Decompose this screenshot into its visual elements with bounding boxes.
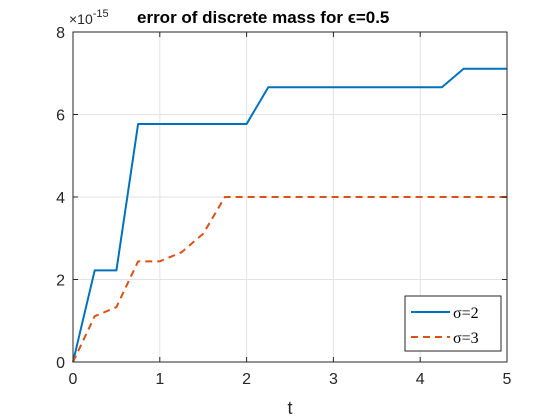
y-tick-label: 0 [56,355,65,372]
tick-labels: 0 1 2 3 4 5 0 2 4 6 8 [56,25,511,388]
legend-label-2: σ=3 [453,330,479,347]
y-tick-label: 4 [56,190,65,207]
x-tick-label: 5 [503,371,512,388]
y-exponent-base: ×10 [69,11,93,27]
y-tick-label: 8 [56,25,65,42]
x-tick-label: 0 [69,371,78,388]
legend-box [404,295,502,352]
series-line-1 [72,67,507,363]
legend-label-1: σ=2 [453,305,479,322]
chart-title: error of discrete mass for ϵ=0.5 [137,8,389,27]
y-exponent-power: -15 [93,8,109,20]
x-tick-label: 1 [155,371,164,388]
y-exponent-label: ×10-15 [69,8,109,27]
series-line-2 [72,196,507,363]
ticks [72,31,508,363]
y-tick-label: 2 [56,273,65,290]
legend: σ=2σ=3 [404,295,502,352]
series-layer [72,67,507,363]
x-tick-label: 2 [242,371,251,388]
x-axis-label: t [287,398,292,418]
x-tick-label: 3 [329,371,338,388]
y-tick-label: 6 [56,108,65,125]
x-tick-label: 4 [416,371,425,388]
